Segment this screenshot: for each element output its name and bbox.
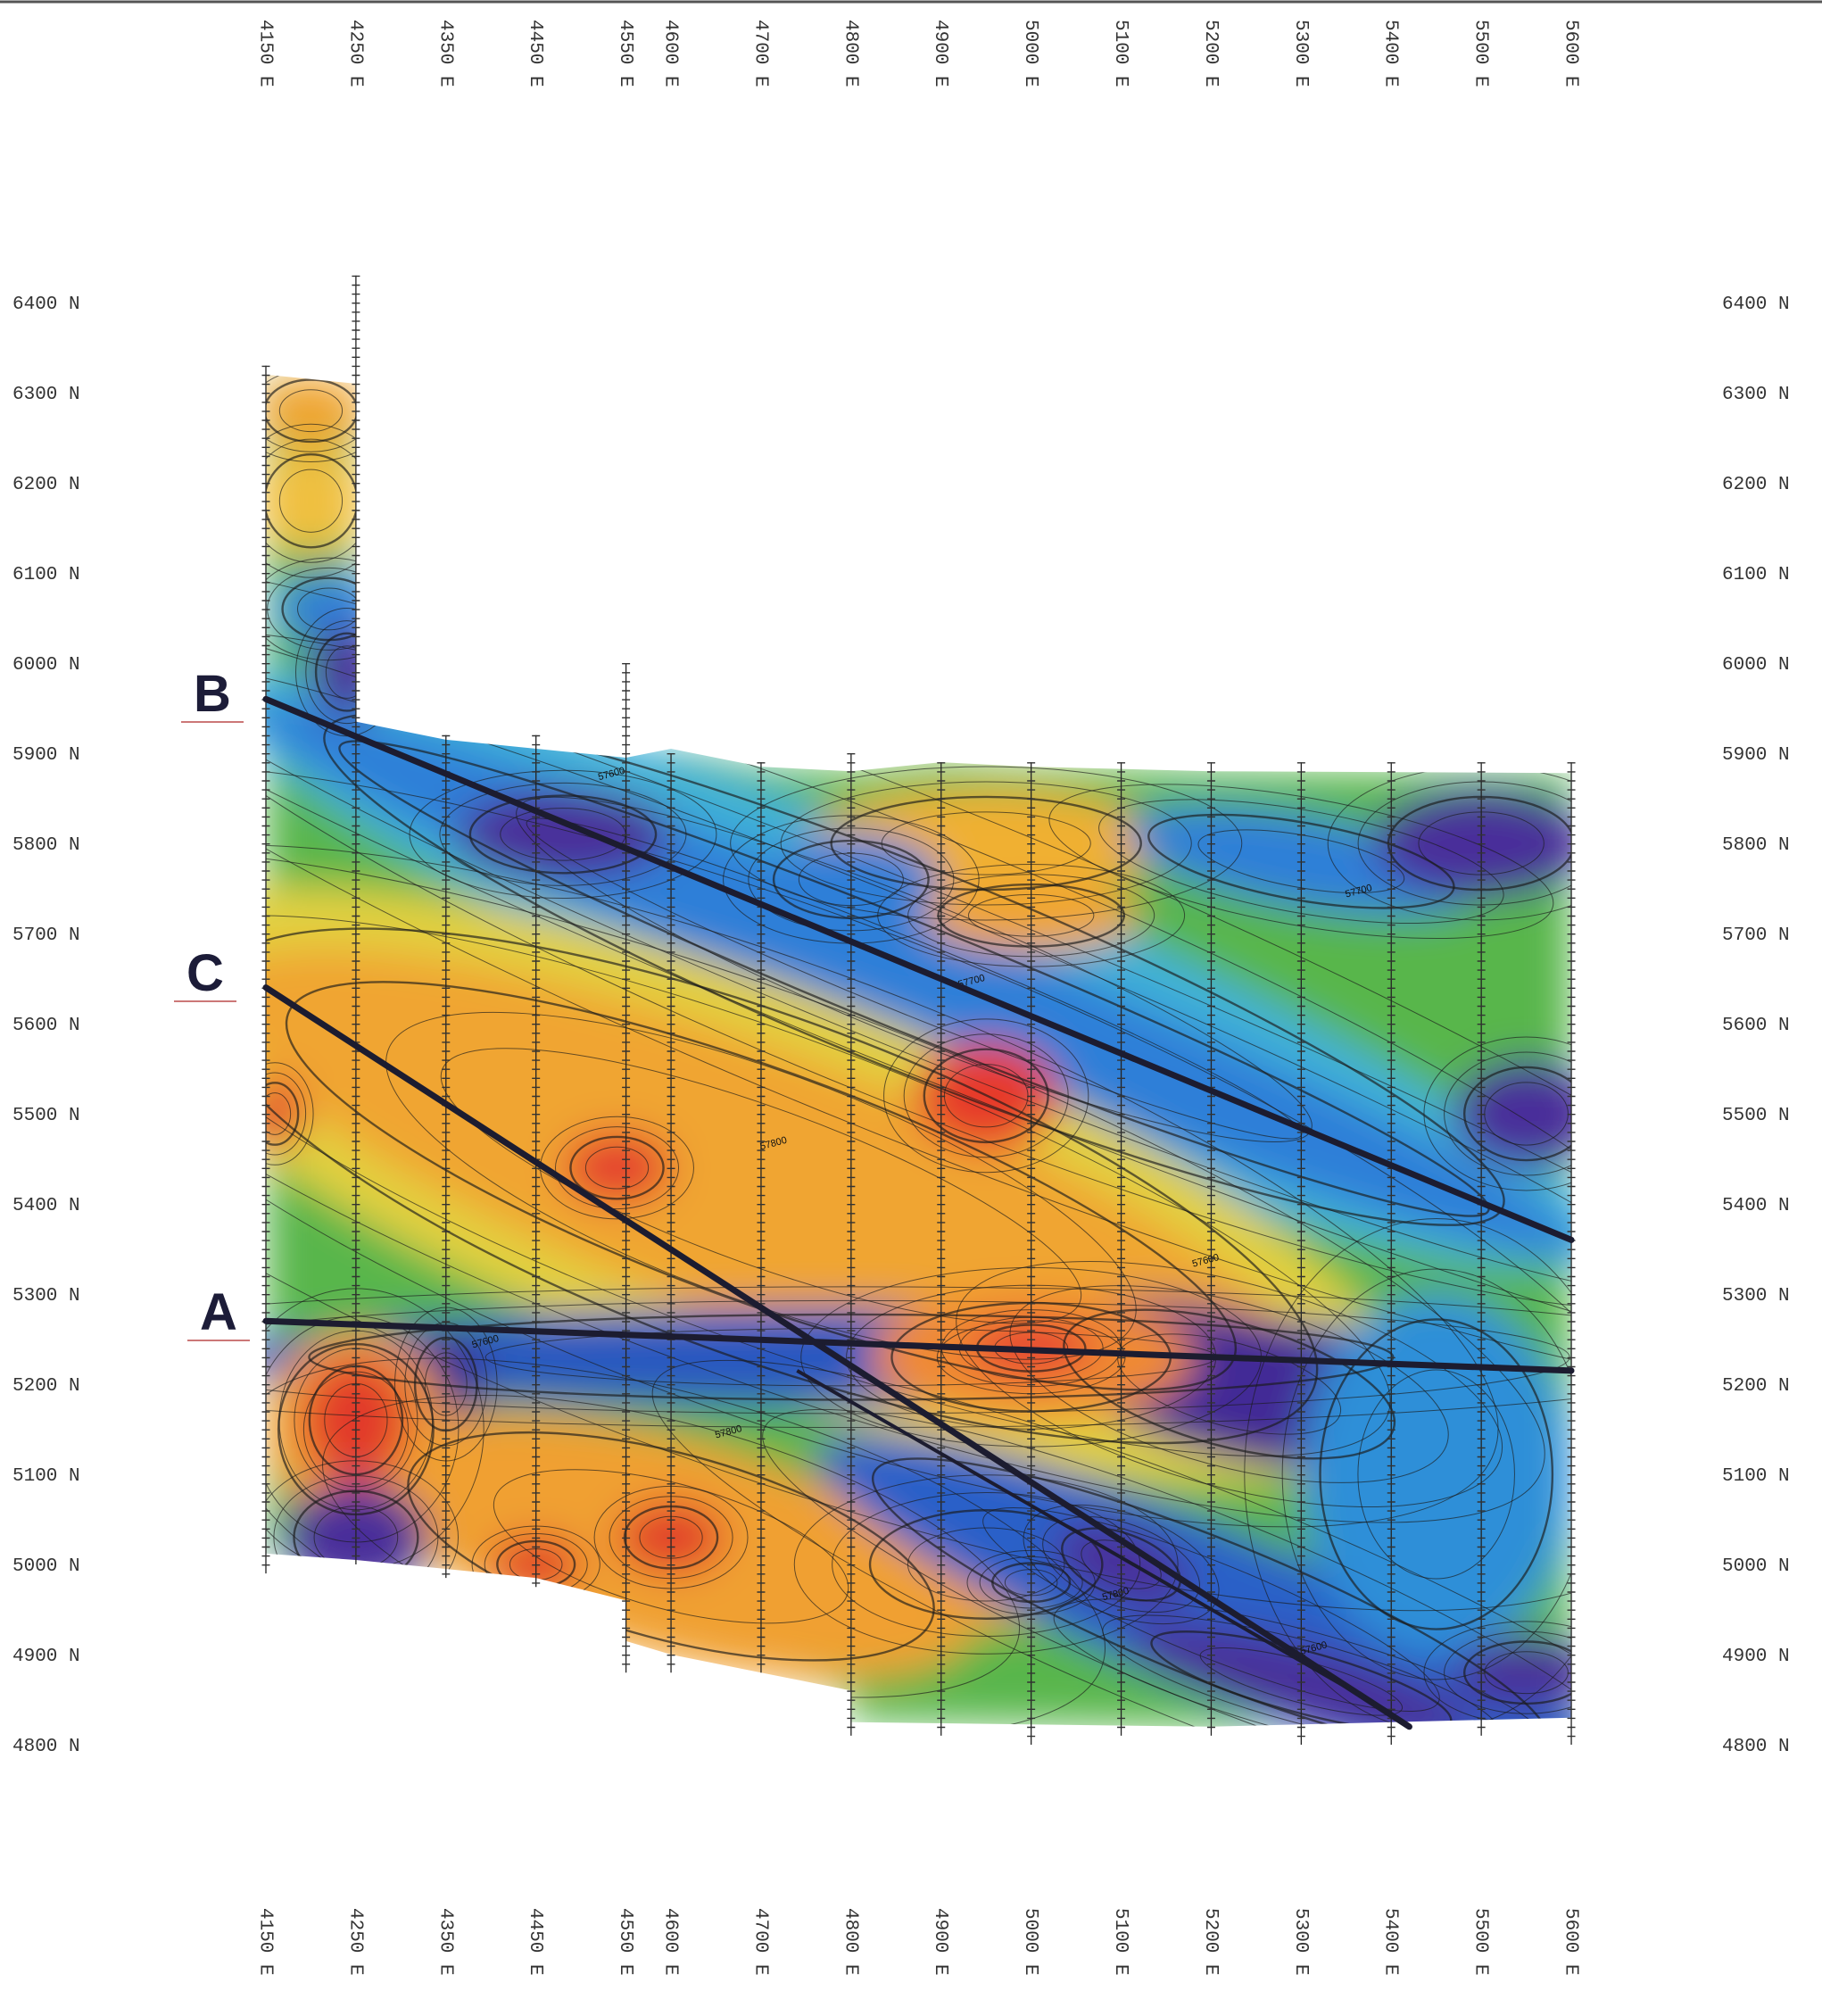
northing-label: 5600 N [1722,1016,1790,1036]
northing-label: 6300 N [12,385,80,405]
easting-label: 4900 E [930,20,950,87]
easting-label: 4450 E [525,20,545,87]
fault-label: C [186,944,224,1002]
easting-label: 4450 E [525,1908,545,1976]
northing-label: 5700 N [12,925,80,946]
easting-label: 4800 E [840,1908,860,1976]
easting-label: 5000 E [1020,1908,1040,1976]
northing-label: 6400 N [12,295,80,315]
northing-label: 5600 N [12,1016,80,1036]
northing-label: 5300 N [12,1286,80,1307]
anomaly [257,375,365,447]
northing-label: 5100 N [1722,1466,1790,1487]
northing-label: 5500 N [12,1106,80,1126]
easting-label: 4800 E [840,20,860,87]
northing-label: 4800 N [1722,1737,1790,1757]
northing-label: 5400 N [1722,1196,1790,1216]
northing-label: 5200 N [12,1376,80,1397]
easting-label: 4900 E [930,1908,950,1976]
easting-label: 4700 E [750,1908,770,1976]
easting-label: 4150 E [254,1908,275,1976]
northing-label: 5500 N [1722,1106,1790,1126]
easting-label: 5600 E [1561,20,1581,87]
easting-label: 5300 E [1290,20,1311,87]
easting-label: 4350 E [435,1908,455,1976]
northing-label: 5900 N [1722,745,1790,766]
northing-label: 5900 N [12,745,80,766]
northing-label: 5300 N [1722,1286,1790,1307]
northing-label: 4900 N [12,1647,80,1667]
easting-label: 4600 E [660,1908,681,1976]
northing-label: 6200 N [12,475,80,495]
northing-label: 5700 N [1722,925,1790,946]
map: 5760057700576005760057800578005760057800… [0,0,1822,2016]
northing-label: 5100 N [12,1466,80,1487]
northing-label: 6300 N [1722,385,1790,405]
easting-label: 4150 E [254,20,275,87]
easting-label: 4250 E [344,20,365,87]
northing-label: 6000 N [1722,655,1790,676]
easting-label: 4550 E [615,20,635,87]
easting-label: 4700 E [750,20,770,87]
body: {"eastings": [ {"value": 4150, "label": … [0,0,1822,2016]
northing-label: 6100 N [12,565,80,585]
page: Survey contour map html, body { margin: … [0,0,1822,2016]
northing-label: 6400 N [1722,295,1790,315]
northing-label: 5000 N [12,1556,80,1577]
easting-label: 5200 E [1200,1908,1221,1976]
easting-label: 5400 E [1380,20,1401,87]
northing-label: 6200 N [1722,475,1790,495]
easting-label: 5300 E [1290,1908,1311,1976]
easting-label: 5500 E [1470,20,1491,87]
northing-label: 5800 N [1722,835,1790,856]
northing-label: 5200 N [1722,1376,1790,1397]
fault-label: B [194,665,231,723]
easting-label: 5200 E [1200,20,1221,87]
easting-label: 5400 E [1380,1908,1401,1976]
easting-label: 4250 E [344,1908,365,1976]
northing-label: 6000 N [12,655,80,676]
easting-label: 5100 E [1110,20,1130,87]
easting-label: 4600 E [660,20,681,87]
easting-label: 4550 E [615,1908,635,1976]
northing-label: 4800 N [12,1737,80,1757]
northing-label: 5800 N [12,835,80,856]
northing-label: 4900 N [1722,1647,1790,1667]
easting-label: 4350 E [435,20,455,87]
northing-label: 5000 N [1722,1556,1790,1577]
fault-label: A [200,1283,237,1341]
easting-label: 5100 E [1110,1908,1130,1976]
easting-label: 5500 E [1470,1908,1491,1976]
easting-label: 5600 E [1561,1908,1581,1976]
anomaly [257,447,365,555]
anomaly-map: 5760057700576005760057800578005760057800… [0,360,1822,1941]
anomaly [1301,1294,1571,1655]
northing-label: 5400 N [12,1196,80,1216]
easting-label: 5000 E [1020,20,1040,87]
northing-label: 6100 N [1722,565,1790,585]
